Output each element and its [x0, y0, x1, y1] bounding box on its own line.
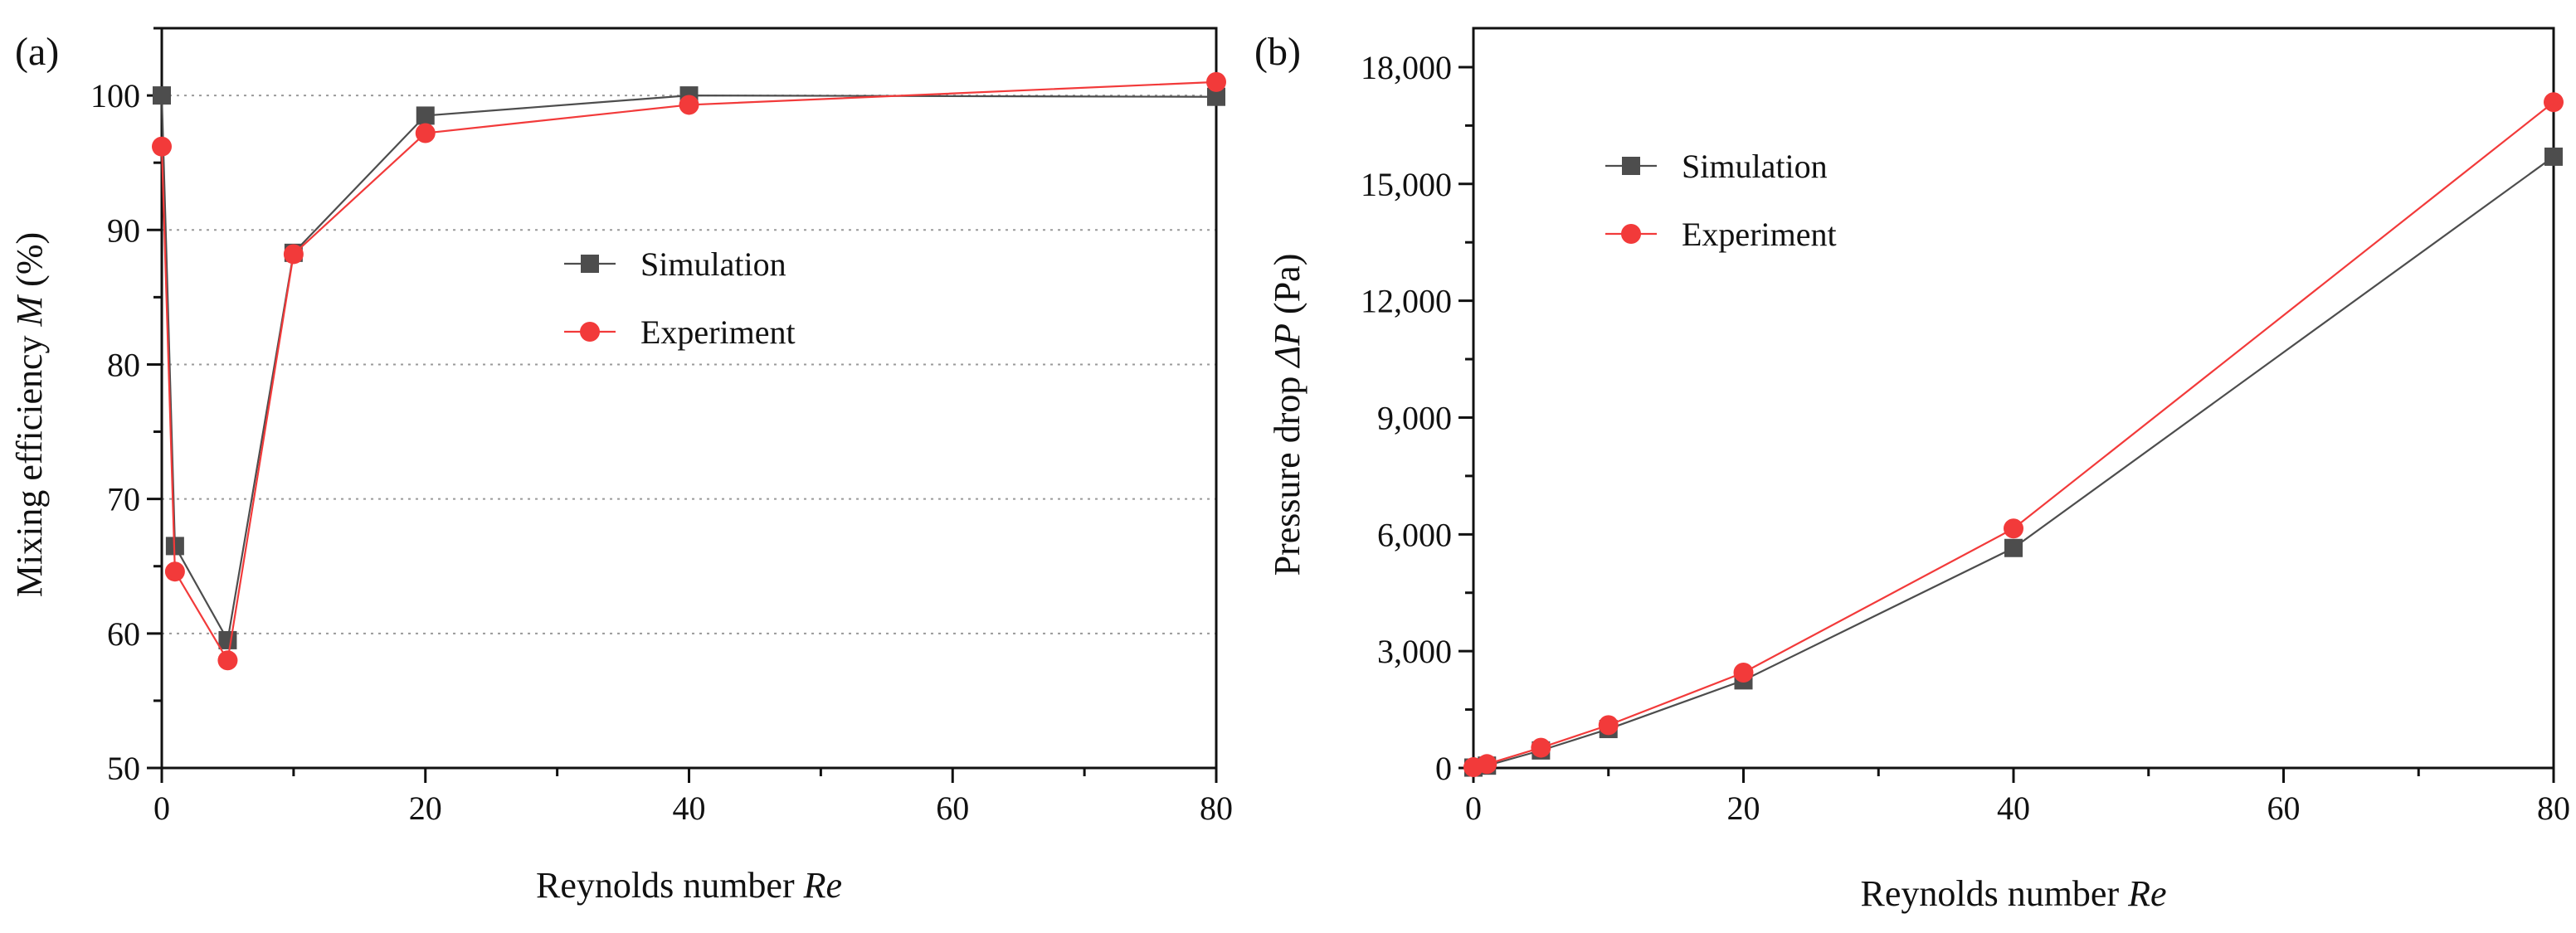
data-point-experiment	[679, 95, 699, 115]
series-line-experiment	[160, 80, 1217, 663]
y-tick-label: 70	[107, 481, 140, 518]
data-point-experiment	[415, 123, 436, 143]
data-point-experiment	[1598, 715, 1619, 736]
data-point-simulation	[2004, 538, 2023, 557]
plot-frame	[1472, 27, 2555, 770]
x-axis-title-text: Reynolds number	[536, 865, 804, 906]
legend-marker-experiment	[1621, 224, 1641, 244]
chart-panel-b: 0 20 40 60 80 0 3,000 6,000 9,000 12,000 15,000 18,…	[1254, 27, 2570, 914]
y-tick-label: 6,000	[1377, 516, 1452, 553]
data-point-simulation	[218, 630, 237, 649]
panel-label: (b)	[1254, 30, 1301, 74]
x-axis-title: Reynolds number Re	[1860, 873, 2166, 914]
x-tick-label: 20	[1727, 790, 1760, 827]
data-point-experiment	[2544, 92, 2564, 113]
legend-label-experiment: Experiment	[1682, 216, 1837, 253]
y-axis-title: Mixing efficiency M (%)	[9, 232, 50, 597]
data-point-simulation	[153, 86, 171, 105]
x-axis-title-symbol: Re	[2127, 873, 2166, 914]
y-axis-title-unit: (%)	[9, 232, 50, 296]
chart-panel-a: 0 20 40 60 80 50 60 70 80 90 100 (a) Reynolds number…	[9, 27, 1233, 906]
x-tick-label: 40	[673, 790, 706, 827]
legend-marker-experiment	[580, 322, 600, 342]
y-tick-label: 3,000	[1377, 633, 1452, 670]
legend-label-simulation: Simulation	[1682, 148, 1828, 185]
legend-label-simulation: Simulation	[640, 245, 786, 283]
plot-frame	[160, 27, 1218, 770]
data-point-simulation	[1207, 87, 1225, 106]
x-tick-label: 80	[1200, 790, 1233, 827]
data-point-experiment	[2004, 518, 2023, 539]
x-axis-title-symbol: Re	[803, 865, 842, 906]
panel-label: (a)	[15, 30, 59, 74]
data-point-experiment	[164, 561, 185, 582]
series-line-experiment	[1473, 101, 2554, 769]
y-axis-title-symbol: ΔP	[1267, 323, 1307, 369]
y-tick-label: 9,000	[1377, 399, 1452, 436]
series-line-simulation	[1473, 156, 2554, 769]
y-axis-title-unit: (Pa)	[1267, 254, 1307, 323]
x-tick-label: 0	[1465, 790, 1482, 827]
x-tick-label: 60	[936, 790, 969, 827]
data-point-experiment	[1206, 71, 1226, 92]
legend: Simulation Experiment	[1605, 148, 1837, 253]
y-axis-title: Pressure drop ΔP (Pa)	[1267, 254, 1307, 576]
y-tick-label: 15,000	[1361, 166, 1452, 203]
y-tick-label: 90	[107, 211, 140, 249]
y-axis-title-text: Pressure drop	[1267, 367, 1307, 576]
y-axis-title-symbol: M	[9, 294, 50, 327]
x-axis-title-text: Reynolds number	[1860, 873, 2128, 914]
y-tick-label: 100	[90, 77, 140, 114]
series-line-simulation	[160, 94, 1217, 644]
series-experiment	[152, 71, 1226, 671]
data-point-simulation	[2544, 147, 2563, 166]
legend-label-experiment: Experiment	[640, 313, 796, 351]
data-point-experiment	[1531, 737, 1551, 758]
y-axis-title-text: Mixing efficiency	[9, 326, 50, 597]
x-tick-label: 0	[153, 790, 170, 827]
legend: Simulation Experiment	[564, 245, 796, 351]
y-tick-label: 12,000	[1361, 283, 1452, 320]
data-point-experiment	[283, 244, 304, 265]
y-tick-label: 18,000	[1361, 49, 1452, 86]
data-point-experiment	[1477, 754, 1497, 775]
y-tick-label: 80	[107, 346, 140, 383]
data-point-simulation	[416, 106, 435, 125]
x-tick-label: 80	[2537, 790, 2570, 827]
data-point-experiment	[152, 136, 172, 157]
legend-marker-simulation	[581, 255, 599, 273]
y-tick-label: 0	[1435, 750, 1452, 787]
x-axis-title: Reynolds number Re	[536, 865, 842, 906]
legend-marker-simulation	[1622, 157, 1640, 175]
data-point-experiment	[1733, 662, 1754, 683]
y-tick-label: 60	[107, 615, 140, 653]
series-simulation	[153, 86, 1225, 649]
x-tick-label: 60	[2267, 790, 2301, 827]
series-experiment	[1463, 92, 2564, 778]
data-point-experiment	[217, 650, 238, 671]
y-tick-label: 50	[107, 750, 140, 787]
x-tick-label: 40	[1997, 790, 2030, 827]
x-tick-label: 20	[409, 790, 442, 827]
